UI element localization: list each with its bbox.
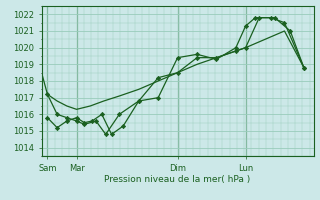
X-axis label: Pression niveau de la mer( hPa ): Pression niveau de la mer( hPa ) <box>104 175 251 184</box>
